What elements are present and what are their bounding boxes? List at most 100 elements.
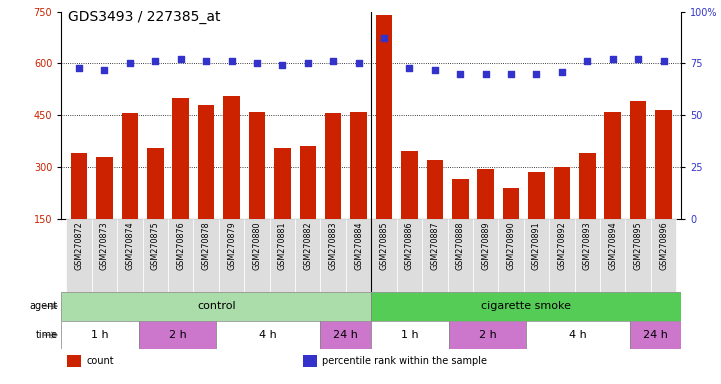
Point <box>429 66 441 73</box>
Bar <box>270 219 295 292</box>
Text: 2 h: 2 h <box>169 330 187 340</box>
Text: 4 h: 4 h <box>259 330 277 340</box>
Point <box>175 56 187 62</box>
Text: GSM270884: GSM270884 <box>354 221 363 270</box>
Bar <box>92 219 118 292</box>
Text: agent: agent <box>30 301 58 311</box>
Text: GSM270895: GSM270895 <box>634 221 642 270</box>
Bar <box>397 219 422 292</box>
Point <box>327 58 339 65</box>
Text: GSM270891: GSM270891 <box>532 221 541 270</box>
Bar <box>503 188 519 219</box>
Text: GSM270896: GSM270896 <box>659 221 668 270</box>
Text: GSM270889: GSM270889 <box>481 221 490 270</box>
Text: 4 h: 4 h <box>569 330 587 340</box>
Point <box>531 71 542 77</box>
Point <box>353 60 364 66</box>
Text: GSM270888: GSM270888 <box>456 221 465 270</box>
Text: 24 h: 24 h <box>333 330 358 340</box>
Bar <box>147 148 164 219</box>
Text: 1 h: 1 h <box>92 330 109 340</box>
Bar <box>319 321 371 349</box>
Point <box>74 65 85 71</box>
Bar <box>427 160 443 219</box>
Text: GSM270872: GSM270872 <box>74 221 84 270</box>
Bar <box>274 148 291 219</box>
Bar <box>371 292 681 321</box>
Bar <box>61 321 138 349</box>
Bar <box>61 292 371 321</box>
Bar <box>575 219 600 292</box>
Bar <box>71 153 87 219</box>
Text: cigarette smoke: cigarette smoke <box>482 301 571 311</box>
Point <box>124 60 136 66</box>
Bar <box>325 114 342 219</box>
Text: GSM270881: GSM270881 <box>278 221 287 270</box>
Bar <box>244 219 270 292</box>
Bar <box>68 355 81 367</box>
Point <box>404 65 415 71</box>
Bar <box>452 179 469 219</box>
Text: GSM270885: GSM270885 <box>379 221 389 270</box>
Bar <box>143 219 168 292</box>
Bar <box>651 219 676 292</box>
Point <box>607 56 619 62</box>
Point <box>454 71 466 77</box>
Bar <box>138 321 216 349</box>
Bar <box>579 153 596 219</box>
Bar <box>224 96 240 219</box>
Bar <box>295 219 321 292</box>
Point <box>379 35 390 41</box>
Bar <box>655 110 672 219</box>
Bar <box>346 219 371 292</box>
Bar <box>448 321 526 349</box>
Bar <box>498 219 523 292</box>
Point <box>302 60 314 66</box>
Bar <box>303 355 317 367</box>
Bar <box>422 219 448 292</box>
Text: percentile rank within the sample: percentile rank within the sample <box>322 356 487 366</box>
Text: GSM270887: GSM270887 <box>430 221 439 270</box>
Text: count: count <box>86 356 114 366</box>
Text: GSM270890: GSM270890 <box>507 221 516 270</box>
Text: GSM270873: GSM270873 <box>100 221 109 270</box>
Text: time: time <box>35 330 58 340</box>
Text: 1 h: 1 h <box>402 330 419 340</box>
Bar <box>401 152 417 219</box>
Bar <box>604 112 621 219</box>
Bar <box>629 321 681 349</box>
Bar <box>219 219 244 292</box>
Bar <box>350 112 367 219</box>
Bar <box>216 321 319 349</box>
Text: 2 h: 2 h <box>479 330 497 340</box>
Bar <box>168 219 193 292</box>
Text: GSM270876: GSM270876 <box>176 221 185 270</box>
Text: control: control <box>197 301 236 311</box>
Bar <box>118 219 143 292</box>
Point <box>556 69 567 75</box>
Bar <box>376 15 392 219</box>
Text: GSM270879: GSM270879 <box>227 221 236 270</box>
Bar <box>448 219 473 292</box>
Text: GSM270880: GSM270880 <box>252 221 262 270</box>
Bar <box>528 172 545 219</box>
Bar <box>66 219 92 292</box>
Bar <box>193 219 219 292</box>
Bar <box>321 219 346 292</box>
Point <box>632 56 644 62</box>
Text: GSM270874: GSM270874 <box>125 221 134 270</box>
Bar <box>371 321 448 349</box>
Bar <box>630 101 647 219</box>
Text: GSM270875: GSM270875 <box>151 221 160 270</box>
Bar <box>554 167 570 219</box>
Bar <box>198 105 214 219</box>
Bar <box>172 98 189 219</box>
Point <box>658 58 669 65</box>
Point <box>277 62 288 68</box>
Point <box>480 71 492 77</box>
Bar <box>122 114 138 219</box>
Bar <box>249 112 265 219</box>
Bar <box>523 219 549 292</box>
Bar <box>96 157 112 219</box>
Text: GDS3493 / 227385_at: GDS3493 / 227385_at <box>68 10 221 23</box>
